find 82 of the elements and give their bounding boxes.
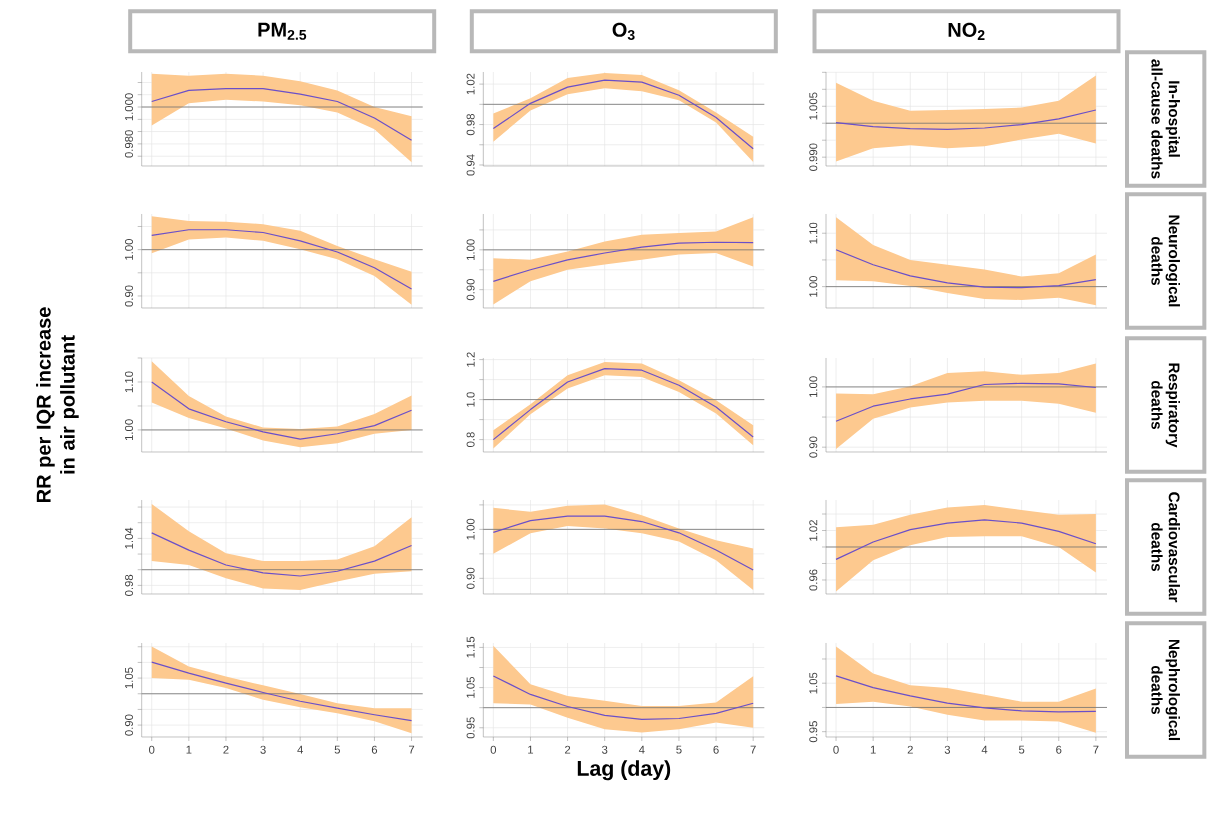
x-tick-label: 5 bbox=[1018, 745, 1025, 754]
x-tick-label: 2 bbox=[223, 745, 229, 754]
y2-axis-title: Cardiovascular deaths bbox=[1151, 492, 1180, 603]
y-tick-label: 1.05 bbox=[809, 672, 818, 694]
y-tick-label: 1.00 bbox=[809, 276, 818, 297]
line-series bbox=[151, 87, 413, 141]
line-series bbox=[151, 532, 413, 577]
y-tick-label: 0.94 bbox=[466, 154, 475, 176]
line-series bbox=[492, 79, 754, 150]
line-series bbox=[835, 519, 1097, 560]
x-tick-label: 6 bbox=[713, 745, 719, 754]
x-tick-label: 0 bbox=[149, 745, 155, 754]
y2-axis-title: In-hospital all-cause deaths bbox=[1151, 59, 1180, 179]
x-tick-label: 3 bbox=[260, 745, 266, 754]
x-tick-label: 1 bbox=[870, 745, 876, 754]
y-tick-label: 1.15 bbox=[466, 636, 475, 658]
y-tick-label: 0.8 bbox=[466, 432, 475, 448]
x-tick-label: 5 bbox=[334, 745, 340, 754]
x-tick-label: 1 bbox=[528, 745, 534, 754]
y-tick-label: 1.0 bbox=[466, 392, 475, 407]
y-tick-label: 0.98 bbox=[466, 114, 475, 136]
x-tick-label: 7 bbox=[750, 745, 756, 754]
line-series bbox=[492, 675, 754, 720]
x-tick-label: 0 bbox=[833, 745, 839, 754]
y-tick-label: 1.00 bbox=[466, 239, 475, 261]
y-tick-label: 1.02 bbox=[809, 520, 818, 541]
chart-title: NO$_{2}$ bbox=[948, 22, 985, 40]
x-tick-label: 2 bbox=[564, 745, 571, 754]
line-series bbox=[151, 229, 413, 290]
y-tick-label: 1.10 bbox=[809, 222, 818, 244]
x-tick-label: 3 bbox=[601, 745, 608, 754]
x-tick-label: 3 bbox=[944, 745, 951, 754]
x-tick-label: 4 bbox=[981, 745, 988, 754]
line-series bbox=[492, 241, 754, 282]
line-series bbox=[151, 381, 413, 440]
line-series bbox=[492, 368, 754, 441]
y-tick-label: 0.95 bbox=[466, 717, 475, 739]
y-tick-label: 1.00 bbox=[809, 376, 818, 398]
y-tick-label: 1.04 bbox=[124, 527, 133, 549]
x-tick-label: 0 bbox=[490, 745, 497, 754]
x-tick-label: 2 bbox=[907, 745, 913, 754]
y-tick-label: 0.90 bbox=[466, 567, 475, 589]
y-tick-label: 0.95 bbox=[809, 721, 818, 743]
y-tick-label: 0.990 bbox=[809, 143, 818, 171]
y2-axis-title: Nephrological deaths bbox=[1151, 639, 1180, 741]
y-axis-title: RR per IQR increase in air pollutant bbox=[36, 307, 79, 503]
y-tick-label: 0.96 bbox=[809, 569, 818, 591]
y-tick-label: 1.02 bbox=[466, 73, 475, 95]
y-tick-label: 0.90 bbox=[809, 436, 818, 458]
x-tick-label: 7 bbox=[408, 745, 415, 754]
line-series bbox=[492, 515, 754, 571]
line-series bbox=[835, 249, 1097, 289]
y2-axis-title: Respiratory deaths bbox=[1151, 363, 1180, 448]
x-tick-label: 6 bbox=[371, 745, 378, 754]
chart-title: PM$_{2.5}$ bbox=[258, 22, 307, 40]
y-tick-label: 1.005 bbox=[809, 92, 818, 120]
y-tick-label: 1.05 bbox=[466, 677, 475, 698]
x-tick-label: 5 bbox=[676, 745, 682, 754]
y-tick-label: 0.980 bbox=[124, 130, 133, 158]
x-tick-label: 4 bbox=[638, 745, 645, 754]
y-tick-label: 0.90 bbox=[466, 279, 475, 301]
x-tick-label: 4 bbox=[297, 745, 304, 754]
chart-title: O$_{3}$ bbox=[612, 22, 635, 40]
y-tick-label: 0.90 bbox=[124, 285, 133, 307]
line-series bbox=[151, 661, 413, 722]
y-tick-label: 1.00 bbox=[124, 419, 133, 441]
y-tick-label: 1.10 bbox=[124, 371, 133, 393]
y-tick-label: 1.000 bbox=[124, 93, 133, 121]
line-series bbox=[835, 382, 1097, 422]
x-tick-label: 1 bbox=[186, 745, 192, 754]
y2-axis-title: Neurological deaths bbox=[1151, 215, 1180, 307]
y-tick-label: 0.90 bbox=[124, 714, 133, 736]
line-series bbox=[835, 109, 1097, 130]
y-tick-label: 0.98 bbox=[124, 574, 133, 596]
y-tick-label: 1.00 bbox=[466, 518, 475, 540]
x-axis-title: Lag (day) bbox=[577, 760, 671, 781]
y-tick-label: 1.05 bbox=[124, 667, 133, 689]
x-tick-label: 7 bbox=[1093, 745, 1099, 754]
y-tick-label: 1.2 bbox=[466, 352, 475, 367]
y-tick-label: 1.00 bbox=[124, 239, 133, 260]
line-series bbox=[835, 675, 1097, 713]
x-tick-label: 6 bbox=[1056, 745, 1062, 754]
